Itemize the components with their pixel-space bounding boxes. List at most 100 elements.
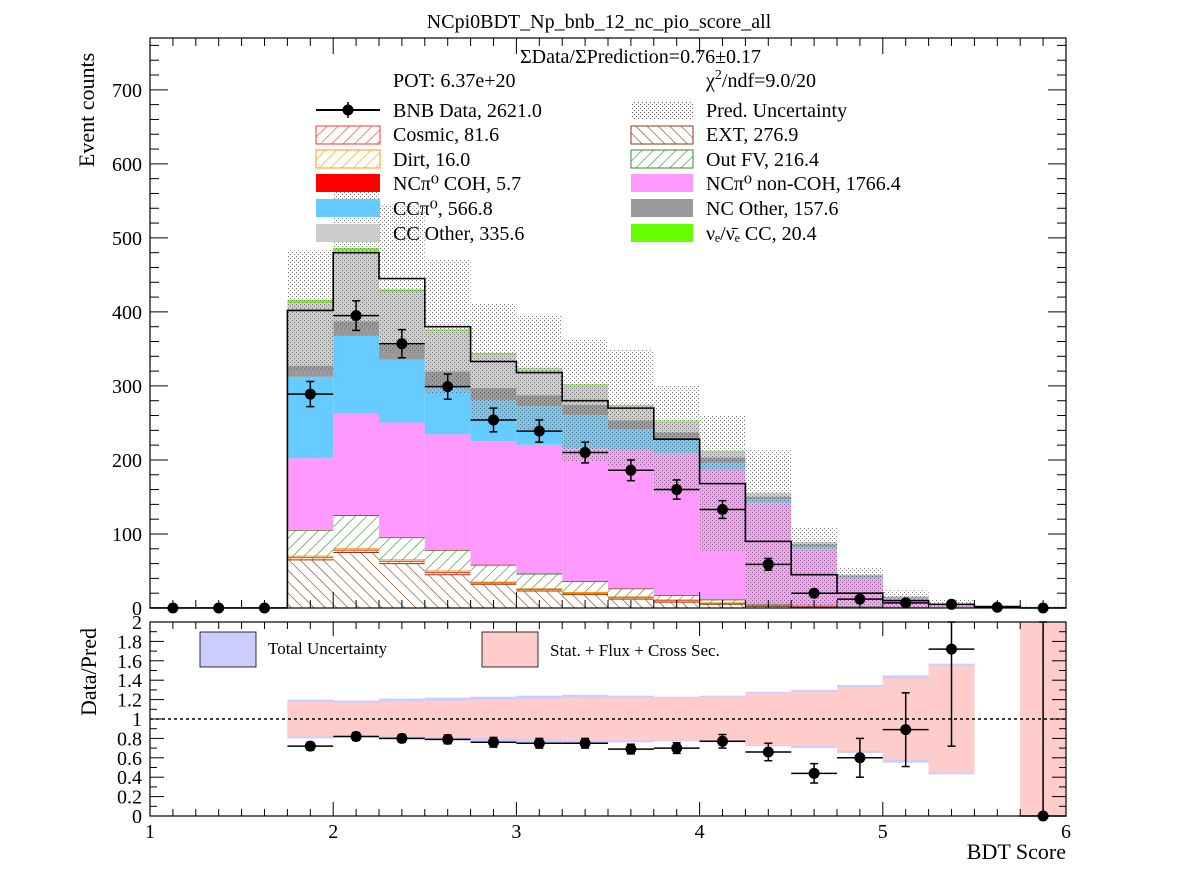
y-tick-label-1: 100 [112, 524, 142, 546]
legend-nc-other-label: NC Other, 157.6 [706, 198, 839, 220]
y-tick-label-6: 600 [112, 154, 142, 176]
legend-nc-coh-swatch [316, 174, 380, 192]
legend: BNB Data, 2621.0 Pred. Uncertainty Cosmi… [315, 100, 901, 245]
legend-nc-noncoh-label: NCπ⁰ non-COH, 1766.4 [706, 173, 901, 195]
bar-outfv-5 [379, 537, 425, 560]
ratio-y-tick-label-4: 0.8 [117, 728, 142, 750]
x-tick-label-0: 1 [145, 821, 155, 843]
ratio-y-axis-label: Data/Pred [76, 628, 101, 716]
ratio-point-1 [350, 730, 362, 742]
ratio-y-tick-label-0: 0 [132, 806, 142, 828]
legend-ccpi0-swatch [316, 199, 380, 217]
y-tick-label-4: 400 [112, 302, 142, 324]
data-point-8 [533, 425, 545, 437]
chi2-annotation: χ2/ndf=9.0/20 [705, 68, 816, 92]
bar-ext-7 [470, 584, 517, 608]
bar-dirt-5 [379, 559, 425, 562]
legend-outfv-swatch [630, 149, 694, 169]
ratio-point-13 [900, 724, 912, 736]
bar-nc_other-3 [287, 365, 334, 377]
data-point-12 [717, 504, 728, 516]
bar-outfv-11 [653, 595, 700, 600]
ratio-point-5 [533, 737, 545, 749]
bar-cosmic-7 [470, 582, 517, 585]
y-tick-label-7: 700 [112, 80, 142, 102]
data-point-7 [488, 414, 499, 426]
legend-cc-other-swatch [316, 224, 380, 242]
legend-pred-unc-swatch [631, 101, 693, 119]
bar-ccpi0-4 [333, 335, 379, 414]
legend-pred-unc-label: Pred. Uncertainty [706, 100, 847, 122]
bar-outfv-7 [470, 565, 517, 583]
data-point-9 [579, 447, 591, 459]
bar-ext-8 [516, 590, 563, 608]
ratio-y-tick-label-5: 1 [132, 709, 142, 731]
bar-cosmic-8 [516, 589, 563, 591]
ratio-point-14 [946, 643, 957, 655]
x-tick-label-5: 6 [1061, 821, 1071, 843]
top-axes: 0 100 200 300 400 500 600 700 [112, 38, 1067, 620]
ratio-point-12 [854, 752, 866, 764]
x-axis-label: BDT Score [967, 839, 1066, 864]
ratio-point-0 [304, 740, 316, 752]
bar-ext-3 [287, 559, 334, 608]
data-point-11 [671, 484, 683, 496]
bar-cosmic-10 [608, 597, 654, 600]
y-tick-label-0: 0 [132, 598, 142, 620]
legend-ext-swatch [630, 125, 694, 145]
x-tick-label-3: 4 [695, 821, 705, 843]
bar-nc_noncoh-9 [562, 448, 608, 581]
bar-nc_noncoh-4 [333, 413, 379, 516]
ratio-y-tick-label-8: 1.6 [117, 651, 142, 673]
bar-nc_noncoh-7 [470, 441, 517, 565]
legend-cosmic-label: Cosmic, 81.6 [393, 124, 499, 146]
pred-unc-13 [745, 448, 792, 608]
legend-nc-other-swatch [631, 199, 693, 217]
legend-ext-label: EXT, 276.9 [706, 124, 798, 146]
bar-nc_noncoh-8 [516, 444, 563, 574]
bar-cosmic-6 [424, 572, 471, 575]
bar-nc_noncoh-6 [424, 434, 471, 550]
x-tick-label-1: 2 [328, 821, 338, 843]
data-point-10 [625, 464, 637, 476]
bar-cosmic-9 [562, 593, 608, 595]
y-tick-label-3: 300 [112, 376, 142, 398]
ratio-y-tick-label-10: 2 [132, 612, 142, 634]
bar-dirt-4 [333, 548, 379, 551]
bar-cosmic-3 [287, 557, 334, 560]
ratio-annotation: ΣData/ΣPrediction=0.76±0.17 [520, 46, 761, 68]
legend-dirt-label: Dirt, 16.0 [393, 149, 470, 171]
ratio-legend-stat-swatch [481, 631, 539, 668]
ratio-y-tick-label-3: 0.6 [117, 748, 142, 770]
legend-dirt-swatch [315, 149, 381, 169]
ratio-point-3 [442, 733, 454, 745]
bar-nc_noncoh-3 [287, 458, 334, 531]
ratio-y-tick-label-9: 1.8 [117, 631, 142, 653]
bar-nc_noncoh-5 [379, 422, 425, 538]
ratio-y-tick-label-7: 1.4 [117, 670, 142, 692]
ratio-point-6 [579, 737, 591, 749]
legend-nue-cc-swatch [631, 224, 693, 242]
legend-data-marker [342, 104, 354, 116]
legend-outfv-label: Out FV, 216.4 [706, 149, 819, 171]
x-tick-label-2: 3 [511, 821, 521, 843]
ratio-point-8 [671, 742, 683, 754]
y-tick-label-2: 200 [112, 450, 142, 472]
bar-outfv-3 [287, 530, 334, 557]
legend-data-label: BNB Data, 2621.0 [393, 100, 542, 122]
pred-total-outline [150, 251, 1066, 608]
y-axis-label: Event counts [74, 53, 99, 167]
ratio-y-tick-label-2: 0.4 [117, 767, 142, 789]
ratio-y-tick-label-6: 1.2 [117, 690, 142, 712]
ratio-point-7 [625, 743, 637, 755]
ratio-point-10 [762, 746, 774, 758]
ratio-point-9 [717, 735, 728, 747]
x-tick-label-4: 5 [878, 821, 888, 843]
ratio-point-11 [808, 767, 820, 779]
bar-ext-4 [333, 552, 379, 608]
data-point-13 [762, 558, 774, 570]
bar-outfv-10 [608, 588, 654, 597]
data-point-5 [396, 338, 408, 350]
bar-outfv-9 [562, 581, 608, 593]
legend-ccpi0-label: CCπ⁰, 566.8 [393, 198, 493, 220]
